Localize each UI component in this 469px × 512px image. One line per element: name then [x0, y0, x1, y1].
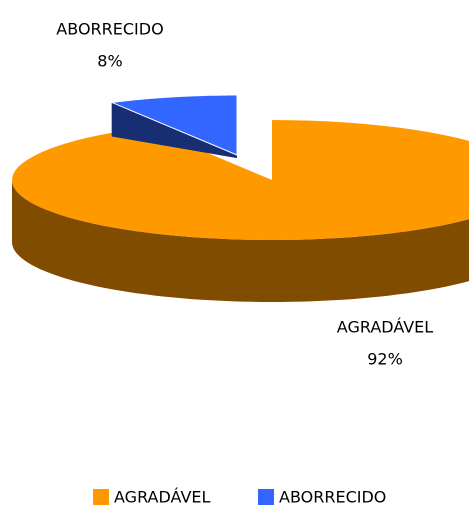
data-label-name: ABORRECIDO [56, 20, 163, 39]
legend-label: ABORRECIDO [279, 488, 386, 507]
data-label: 8% [97, 52, 122, 71]
legend-label: AGRADÁVEL [114, 488, 210, 507]
slice [12, 120, 469, 240]
legend-swatch [258, 489, 274, 505]
legend-swatch [93, 489, 109, 505]
slice-face [111, 102, 237, 159]
data-label-name: AGRADÁVEL [337, 318, 433, 337]
slice-side [12, 180, 469, 302]
slice [109, 94, 238, 156]
data-label: 92% [367, 350, 403, 369]
